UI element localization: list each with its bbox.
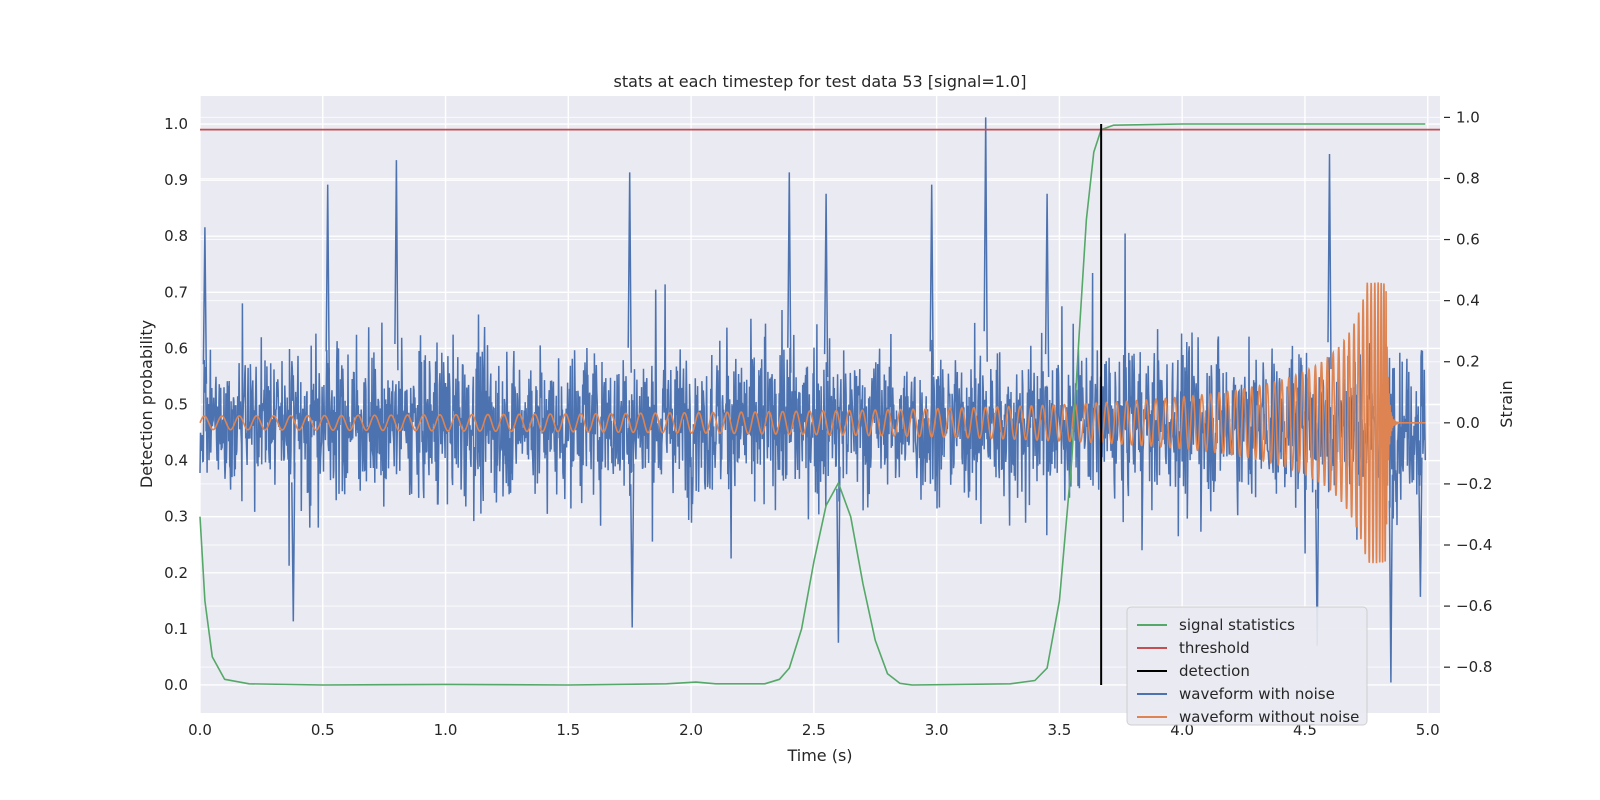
y-left-tick-label: 0.5 — [164, 396, 188, 414]
x-tick-label: 0.5 — [311, 721, 335, 739]
signal-statistics-line — [199, 123, 1426, 686]
y-left-tick-label: 0.4 — [164, 452, 188, 470]
y-left-tick-label: 0.1 — [164, 620, 188, 638]
x-tick-label: 2.0 — [679, 721, 703, 739]
y-right-tick-label: −0.2 — [1456, 475, 1492, 493]
y-left-tick-label: 0.0 — [164, 676, 188, 694]
x-tick-label: 2.5 — [802, 721, 826, 739]
y-right-tick-label: 0.6 — [1456, 231, 1480, 249]
x-tick-label: 5.0 — [1416, 721, 1440, 739]
waveform-with-noise-line — [199, 233, 1427, 566]
y-right-tick-label: 0.0 — [1456, 414, 1480, 432]
axes-layer: 0.0 0.5 1.0 1.5 2.0 2.5 3.0 3.5 4.0 4.5 5.00.00.10… — [164, 108, 1492, 739]
chart-title: stats at each timestep for test data 53 … — [614, 72, 1027, 91]
x-tick-label: 1.0 — [434, 721, 458, 739]
waveform-without-noise-line — [199, 282, 1426, 564]
x-tick-label: 0.0 — [188, 721, 212, 739]
x-tick-label: 3.0 — [925, 721, 949, 739]
y-right-tick-label: −0.6 — [1456, 597, 1492, 615]
y-left-tick-label: 0.6 — [164, 339, 188, 357]
y-axis-label-right: Strain — [1497, 380, 1516, 427]
waveform-with-noise-peaks — [202, 117, 1423, 683]
y-axis-label-left: Detection probability — [137, 320, 156, 488]
x-tick-label: 3.5 — [1047, 721, 1071, 739]
legend: signal statistics threshold detection wavef… — [1126, 606, 1368, 726]
x-axis-label: Time (s) — [786, 746, 852, 765]
y-right-tick-label: −0.4 — [1456, 536, 1492, 554]
y-right-tick-label: 1.0 — [1456, 108, 1480, 126]
series-layer — [199, 117, 1440, 686]
legend-box — [1126, 606, 1368, 726]
x-tick-label: 1.5 — [556, 721, 580, 739]
legend-label: waveform without noise — [1179, 708, 1359, 726]
legend-label: waveform with noise — [1179, 685, 1335, 703]
y-right-tick-label: 0.4 — [1456, 292, 1480, 310]
legend-label: threshold — [1179, 639, 1250, 657]
y-left-tick-label: 0.7 — [164, 283, 188, 301]
legend-label: detection — [1179, 662, 1250, 680]
y-left-tick-label: 0.9 — [164, 171, 188, 189]
legend-label: signal statistics — [1179, 616, 1295, 634]
y-right-tick-label: 0.8 — [1456, 169, 1480, 187]
y-left-tick-label: 0.8 — [164, 227, 188, 245]
y-left-tick-label: 0.2 — [164, 564, 188, 582]
y-left-tick-label: 0.3 — [164, 508, 188, 526]
y-left-tick-label: 1.0 — [164, 115, 188, 133]
y-right-tick-label: −0.8 — [1456, 658, 1492, 676]
y-right-tick-label: 0.2 — [1456, 353, 1480, 371]
